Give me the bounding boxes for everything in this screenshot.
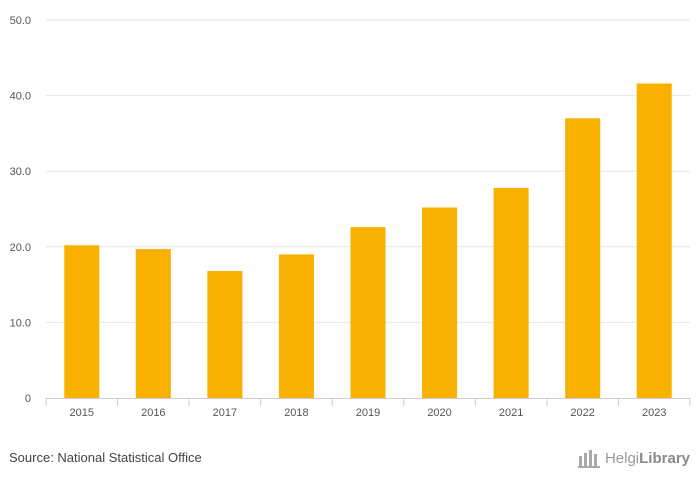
library-building-icon [577,450,600,468]
bar-2021 [493,187,529,398]
x-tick-label: 2018 [284,407,308,419]
bar-chart: 0 10.0 20.0 30.0 40.0 50.0 2015 2016 2017 2018 201… [10,15,691,419]
chart-canvas: 0 10.0 20.0 30.0 40.0 50.0 2015 2016 2017 2018 201… [10,15,691,419]
logo-text-helgi: Helgi [604,449,640,467]
footer: Source: National Statistical Office Helg… [0,440,700,480]
bar-2020 [422,207,458,398]
helgi-library-logo[interactable]: Helgi Library [577,446,690,470]
x-tick-label: 2019 [356,407,380,419]
bar-2015 [64,245,100,398]
y-tick-label: 20.0 [10,242,31,254]
logo-text-library: Library [639,449,690,467]
bar-2019 [350,227,386,398]
bar-2016 [135,249,171,398]
y-tick-label: 10.0 [10,317,31,329]
x-tick-label: 2022 [570,407,594,419]
bar-2022 [565,118,601,398]
y-tick-label: 40.0 [10,91,31,103]
x-tick-label: 2016 [141,407,165,419]
x-tick-label: 2020 [427,407,451,419]
y-tick-label: 30.0 [10,166,31,178]
x-tick-label: 2017 [213,407,237,419]
x-tick-label: 2021 [499,407,523,419]
bar-2023 [636,83,672,398]
y-tick-label: 50.0 [10,15,31,27]
x-tick-label: 2023 [642,407,666,419]
y-tick-label: 0 [25,393,31,405]
source-note: Source: National Statistical Office [9,450,202,465]
x-tick-label: 2015 [70,407,94,419]
bar-2017 [207,270,243,398]
bar-2018 [278,254,314,398]
